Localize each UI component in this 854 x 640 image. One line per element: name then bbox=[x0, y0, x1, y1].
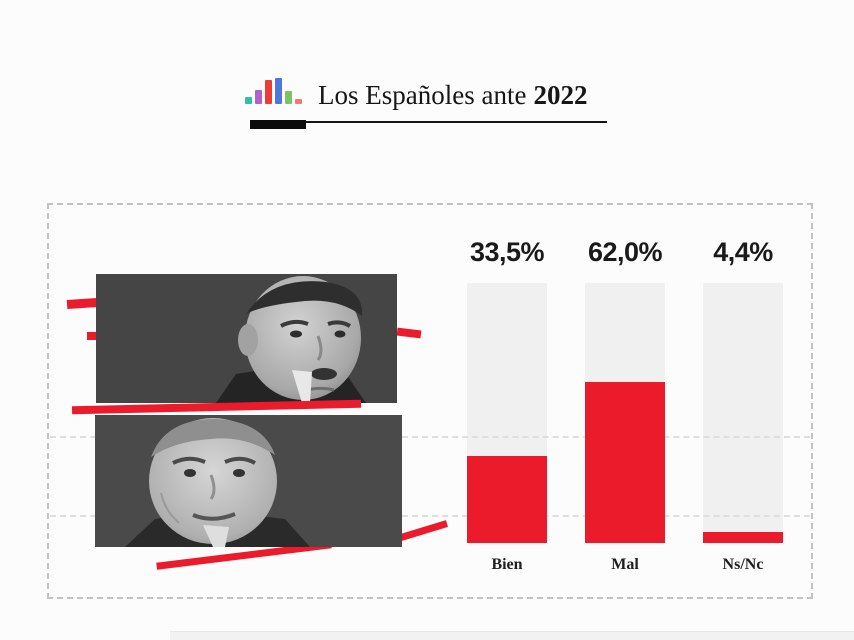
bar-category-label-nsnc: Ns/Nc bbox=[722, 556, 764, 573]
portrait-photo-top bbox=[96, 274, 397, 403]
chart-gridline-upper bbox=[50, 436, 810, 438]
bar-fill-nsnc bbox=[703, 532, 783, 543]
page-title-regular: Los Españoles ante bbox=[318, 80, 527, 110]
portrait-photo-bottom bbox=[95, 415, 402, 547]
bar-value-label-bien: 33,5% bbox=[469, 237, 545, 267]
bar-fill-bien bbox=[467, 456, 547, 543]
red-strike-mark bbox=[87, 332, 96, 340]
bar-fill-mal bbox=[585, 382, 665, 543]
bar-chart-logo-icon bbox=[245, 78, 302, 104]
page-title-year: 2022 bbox=[533, 80, 588, 110]
bar-track-nsnc bbox=[703, 283, 783, 543]
logo-green-bar bbox=[285, 91, 292, 104]
page-title: Los Españoles ante 2022 bbox=[318, 80, 587, 110]
bar-category-label-mal: Mal bbox=[611, 556, 639, 573]
bottom-cutoff-strip bbox=[170, 631, 854, 640]
bar-category-label-bien: Bien bbox=[491, 556, 523, 573]
content-dashed-frame bbox=[47, 203, 813, 599]
logo-salmon-bar bbox=[295, 99, 302, 104]
portrait-bottom-illustration bbox=[95, 415, 402, 547]
bar-value-label-mal: 62,0% bbox=[587, 237, 663, 267]
portrait-top-illustration bbox=[96, 274, 397, 403]
chart-gridline-lower bbox=[50, 515, 810, 517]
title-underline-accent bbox=[250, 120, 306, 129]
logo-blue-bar bbox=[275, 78, 282, 104]
logo-purple-bar bbox=[255, 90, 262, 104]
logo-red-bar bbox=[265, 80, 272, 104]
title-underline bbox=[250, 121, 607, 123]
logo-teal-bar bbox=[245, 97, 252, 104]
bar-value-label-nsnc: 4,4% bbox=[713, 237, 773, 267]
